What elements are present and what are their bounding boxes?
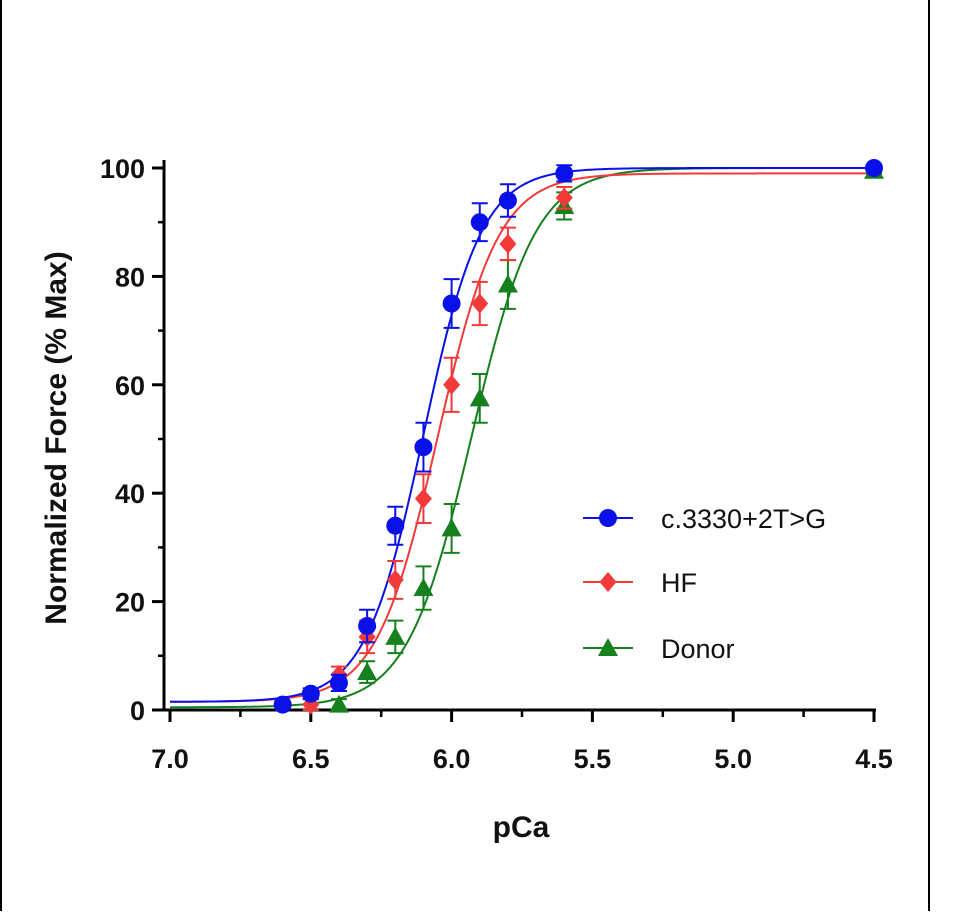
y-tick-label: 40 (115, 479, 145, 509)
data-point-circle (386, 516, 405, 535)
data-point-triangle (357, 662, 378, 681)
legend-label: c.3330+2T>G (661, 504, 826, 534)
data-point-diamond (471, 293, 489, 314)
data-point-circle (329, 673, 348, 692)
data-point-circle (301, 684, 320, 703)
data-point-circle (442, 294, 461, 313)
legend-marker-triangle (598, 638, 618, 656)
data-point-circle (470, 213, 489, 232)
data-point-diamond (443, 374, 461, 395)
x-tick-label: 5.5 (574, 744, 612, 774)
data-point-diamond (499, 233, 517, 254)
data-point-circle (273, 695, 292, 714)
y-tick-label: 100 (100, 154, 145, 184)
data-point-circle (555, 164, 574, 183)
y-axis-title: Normalized Force (% Max) (40, 251, 73, 624)
data-point-circle (414, 438, 433, 457)
fit-curve-circle (170, 167, 874, 703)
y-tick-label: 20 (115, 588, 145, 618)
data-point-triangle (469, 388, 490, 407)
data-point-circle (498, 191, 517, 210)
data-point-triangle (385, 626, 406, 645)
data-points (273, 159, 884, 715)
fit-curve-triangle (170, 167, 874, 709)
y-tick-label: 0 (130, 696, 145, 726)
data-point-triangle (413, 578, 434, 597)
legend-label: Donor (661, 634, 735, 664)
axes: 0 20 40 60 80 100 7.0 6.5 6.0 5.5 5.0 4.5 (100, 154, 893, 774)
data-point-triangle (497, 274, 518, 293)
legend-marker-diamond (599, 572, 617, 592)
fit-curves (169, 167, 874, 709)
data-point-circle (358, 616, 377, 635)
data-point-triangle (441, 518, 462, 537)
data-point-diamond (414, 488, 432, 509)
y-tick-label: 80 (115, 262, 145, 292)
legend: c.3330+2T>G HF Donor (583, 504, 826, 664)
data-point-diamond (555, 187, 573, 208)
legend-marker-circle (599, 509, 617, 527)
x-axis-title: pCa (493, 811, 550, 844)
data-point-circle (865, 159, 883, 177)
x-tick-label: 6.5 (292, 744, 330, 774)
data-point-triangle (328, 694, 349, 713)
x-tick-label: 4.5 (855, 744, 893, 774)
x-tick-label: 5.0 (714, 744, 752, 774)
legend-label: HF (661, 568, 697, 598)
data-point-diamond (386, 569, 404, 590)
x-tick-label: 6.0 (433, 744, 471, 774)
fit-curve-diamond (169, 172, 874, 703)
y-tick-label: 60 (115, 371, 145, 401)
x-tick-label: 7.0 (151, 744, 189, 774)
